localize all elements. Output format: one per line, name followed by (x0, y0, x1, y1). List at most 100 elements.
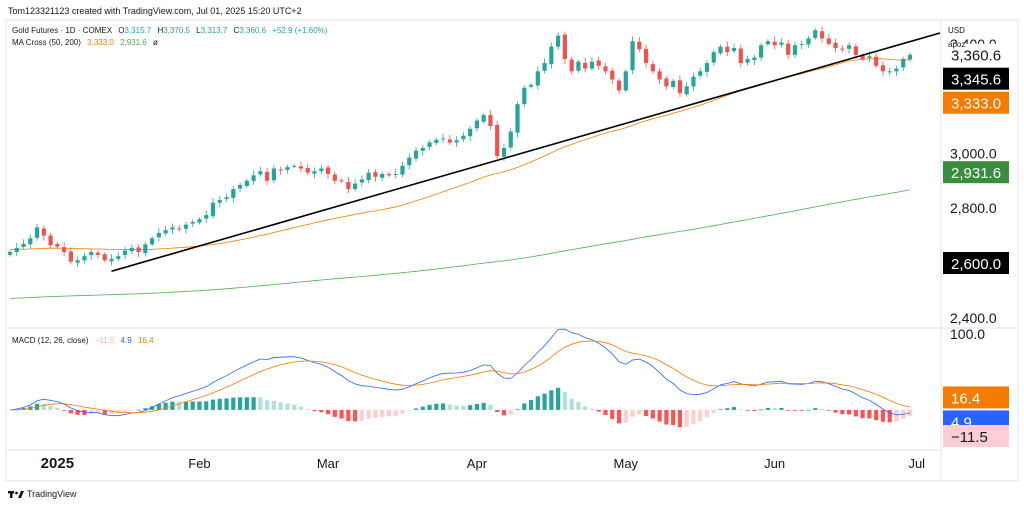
histogram-bar (204, 401, 209, 410)
candle-body (786, 43, 791, 55)
histogram-bar (880, 409, 886, 422)
candle-body (393, 174, 398, 175)
price-tick-label: 3,000.0 (950, 145, 997, 161)
candle-body (569, 59, 574, 72)
time-tick-label: Jul (908, 456, 925, 471)
time-tick-label: Jun (764, 456, 785, 471)
candle-body (170, 227, 175, 230)
candle-body (874, 56, 879, 66)
candle-body (752, 57, 757, 61)
candle-body (589, 61, 595, 69)
candle-body (440, 138, 446, 140)
histogram-bar (325, 409, 331, 415)
histogram-bar (68, 409, 73, 414)
histogram-bar (95, 409, 101, 414)
histogram-bar (847, 409, 852, 415)
histogram-bar (745, 409, 750, 411)
histogram-bar (589, 408, 595, 410)
histogram-bar (583, 406, 588, 410)
candle-body (887, 71, 892, 73)
candle-body (305, 167, 310, 173)
candle-body (772, 41, 777, 46)
candle-body (833, 42, 838, 49)
time-axis: 2025 Feb Mar Apr May Jun Jul (41, 455, 926, 472)
ma-legend[interactable]: MA Cross (50, 200) 3,333.0 2,931.6 ø (12, 38, 162, 47)
histogram-bar (786, 409, 791, 411)
histogram-bar (643, 409, 649, 417)
candle-body (407, 157, 412, 166)
candle-body (610, 70, 615, 80)
footer-brand[interactable]: TradingView (8, 489, 77, 499)
histogram-bar (495, 409, 500, 413)
histogram-bar (671, 409, 676, 426)
histogram-bar (190, 401, 195, 410)
histogram-bar (353, 409, 358, 422)
candle-body (312, 171, 317, 174)
candle-body (623, 71, 628, 91)
candle-body (576, 61, 581, 71)
time-tick-label: Feb (188, 456, 210, 471)
histogram-bar (143, 408, 148, 410)
histogram-bar (136, 409, 141, 411)
candle-body (481, 115, 486, 122)
badge-label: 2,600.0 (951, 256, 1001, 273)
histogram-bar (650, 409, 655, 419)
histogram-bar (887, 409, 892, 423)
histogram-bar (515, 409, 520, 411)
histogram-bar (163, 402, 168, 410)
candle-body (136, 247, 141, 253)
histogram-bar (704, 409, 710, 418)
candle-body (806, 38, 811, 45)
histogram-bar (332, 409, 337, 417)
badge-label: 2,931.6 (951, 165, 1001, 182)
candle-body (278, 169, 283, 171)
histogram-bar (129, 409, 134, 411)
badge-label: 3,333.0 (951, 96, 1001, 113)
histogram-bar (488, 404, 493, 410)
ohlc-low: L3,313.7 (196, 26, 228, 35)
histogram-bar (867, 409, 872, 419)
candle-body (616, 80, 622, 91)
candle-body (82, 256, 87, 261)
histogram-bar (292, 404, 297, 410)
candle-body (671, 80, 676, 87)
macd-legend[interactable]: MACD (12, 26, close) −11.5 4.9 16.4 (12, 336, 158, 345)
candle-body (7, 252, 13, 255)
candle-body (535, 71, 540, 86)
candle-body (177, 228, 182, 230)
candle-body (583, 62, 588, 69)
candle-body (244, 180, 249, 187)
histogram-bar (508, 409, 513, 415)
candle-body (292, 165, 297, 167)
candle-body (346, 181, 351, 190)
histogram-bar (698, 409, 703, 422)
symbol-legend[interactable]: Gold Futures · 1D · COMEX O3,315.7 H3,37… (12, 26, 331, 35)
histogram-bar (779, 407, 784, 410)
candle-body (41, 228, 46, 236)
ma-label: MA Cross (50, 200) (12, 38, 81, 47)
candle-body (224, 197, 229, 199)
trendline[interactable] (111, 32, 941, 272)
candle-body (373, 172, 378, 177)
candle-body (339, 180, 344, 182)
candle-body (549, 46, 554, 65)
price-tick-label: 2,800.0 (950, 200, 997, 216)
histogram-bar (447, 404, 452, 410)
candle-body (461, 135, 466, 140)
ohlc-close: C3,360.6 (233, 26, 267, 35)
badge-label: 3,360.6 (951, 48, 1001, 65)
candle-body (400, 165, 405, 175)
macd-histogram (14, 387, 913, 428)
histogram-bar (725, 408, 730, 410)
histogram-bar (298, 406, 304, 410)
candle-body (143, 244, 148, 254)
histogram-bar (122, 409, 128, 412)
candle-body (353, 183, 358, 190)
histogram-bar (413, 408, 419, 410)
candle-body (508, 131, 513, 148)
candle-body (89, 252, 94, 256)
histogram-bar (907, 409, 913, 416)
candle-body (95, 252, 101, 255)
histogram-bar (393, 409, 398, 416)
